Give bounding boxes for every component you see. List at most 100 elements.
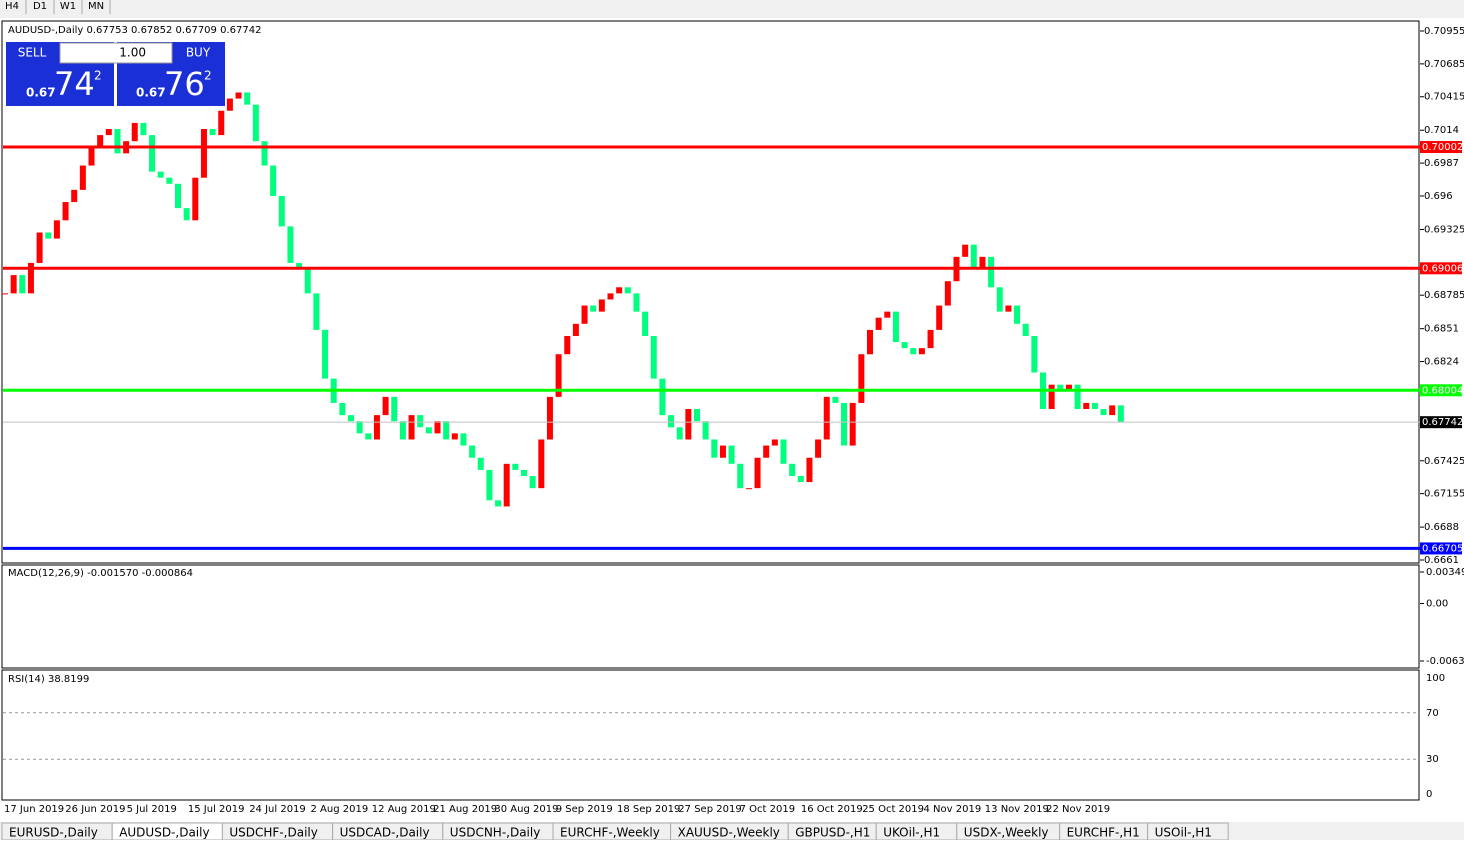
candle — [131, 122, 138, 142]
y-tick-label: 0.68785 — [1424, 290, 1464, 301]
tab-label[interactable]: USDCAD-,Daily — [340, 826, 430, 840]
candle — [763, 445, 770, 458]
x-tick-label: 21 Aug 2019 — [433, 804, 497, 815]
sell-button[interactable]: SELL — [18, 46, 47, 60]
candle — [140, 122, 147, 136]
tab-label[interactable]: EURCHF-,H1 — [1067, 826, 1140, 840]
candle — [226, 98, 233, 111]
candle — [209, 129, 216, 136]
x-tick-label: 16 Oct 2019 — [801, 804, 863, 815]
tab-label[interactable]: AUDUSD-,Daily — [119, 826, 209, 840]
timeframe-button[interactable]: H4 — [5, 1, 19, 12]
candle — [2, 293, 8, 295]
x-tick-label: 27 Sep 2019 — [678, 804, 741, 815]
candle — [434, 421, 441, 434]
buy-button[interactable]: BUY — [186, 46, 211, 60]
candle — [53, 220, 60, 239]
timeframe-button[interactable]: MN — [88, 1, 104, 12]
candle — [797, 475, 804, 483]
candle — [529, 475, 536, 489]
candle — [1109, 405, 1116, 416]
y-tick-label: 0.70415 — [1424, 92, 1464, 103]
candle — [685, 409, 692, 440]
x-tick-label: 24 Jul 2019 — [249, 804, 306, 815]
lot-size[interactable]: 1.00 — [119, 46, 146, 60]
candle — [88, 147, 95, 166]
candle — [849, 402, 856, 446]
candle — [469, 445, 476, 458]
candle — [373, 415, 380, 440]
y-tick-label: 0.6987 — [1424, 158, 1459, 169]
tab-label[interactable]: XAUUSD-,Weekly — [678, 826, 780, 840]
candle — [676, 427, 683, 440]
candle — [650, 335, 657, 379]
candle — [1083, 402, 1090, 410]
y-tick-label: 0.6824 — [1424, 357, 1459, 368]
y-tick-label: 0.696 — [1424, 191, 1453, 202]
buy-frac: 2 — [204, 69, 212, 83]
candle — [460, 433, 467, 446]
candle — [512, 463, 519, 470]
lot-input[interactable] — [59, 42, 173, 64]
candle — [581, 305, 588, 324]
tab-label[interactable]: GBPUSD-,H1 — [795, 826, 870, 840]
candle — [521, 469, 527, 476]
tab-label[interactable]: UKOil-,H1 — [883, 826, 940, 840]
candle — [771, 439, 778, 446]
buy-big: 0.67 — [136, 86, 166, 100]
candle — [425, 427, 432, 434]
candle — [261, 141, 268, 166]
candle — [737, 463, 744, 489]
x-tick-label: 25 Oct 2019 — [862, 804, 924, 815]
tab-label[interactable]: USDCNH-,Daily — [450, 826, 541, 840]
x-tick-label: 18 Sep 2019 — [617, 804, 680, 815]
tab-label[interactable]: EURUSD-,Daily — [9, 826, 98, 840]
y-tick-label: 0.6851 — [1424, 324, 1459, 335]
candle — [996, 287, 1003, 312]
candle — [235, 92, 242, 99]
tab-label[interactable]: USOil-,H1 — [1155, 826, 1212, 840]
timeframe-button[interactable]: W1 — [60, 1, 76, 12]
candle — [659, 378, 666, 416]
candle — [979, 256, 986, 270]
candle — [694, 409, 700, 422]
candle — [149, 135, 156, 172]
timeframe-button[interactable]: D1 — [33, 1, 47, 12]
tab-label[interactable]: USDCHF-,Daily — [229, 826, 317, 840]
candle — [399, 421, 406, 440]
candle — [408, 415, 415, 440]
candle — [668, 415, 675, 428]
candle — [1057, 384, 1064, 391]
y-tick-label: 0.7014 — [1424, 125, 1459, 136]
candle — [36, 232, 43, 263]
candle — [27, 262, 34, 294]
candle — [1074, 384, 1081, 410]
candle — [365, 433, 372, 440]
candle — [642, 311, 649, 336]
candle — [339, 402, 346, 416]
candle — [780, 439, 787, 464]
candle — [728, 445, 735, 464]
candle — [304, 269, 311, 294]
rsi-label: RSI(14) 38.8199 — [8, 674, 89, 685]
tab-label[interactable]: USDX-,Weekly — [964, 826, 1049, 840]
main-chart — [1, 20, 1420, 564]
tab-label[interactable]: EURCHF-,Weekly — [560, 826, 660, 840]
candle — [166, 177, 173, 184]
level-label: 0.66705 — [1422, 543, 1463, 554]
candle — [79, 165, 86, 190]
candle — [944, 281, 951, 306]
x-tick-label: 26 Jun 2019 — [65, 804, 125, 815]
y-tick-label: 0.67425 — [1424, 456, 1464, 467]
candle — [892, 311, 899, 343]
candle — [841, 402, 848, 446]
candle — [105, 129, 112, 136]
candle — [175, 183, 181, 209]
candle — [1091, 402, 1098, 410]
candle — [71, 189, 78, 203]
candle — [192, 177, 199, 221]
macd-tick-label: 0.00349 — [1426, 567, 1464, 578]
candle — [45, 232, 52, 239]
candle — [278, 195, 285, 227]
candle — [806, 457, 813, 483]
